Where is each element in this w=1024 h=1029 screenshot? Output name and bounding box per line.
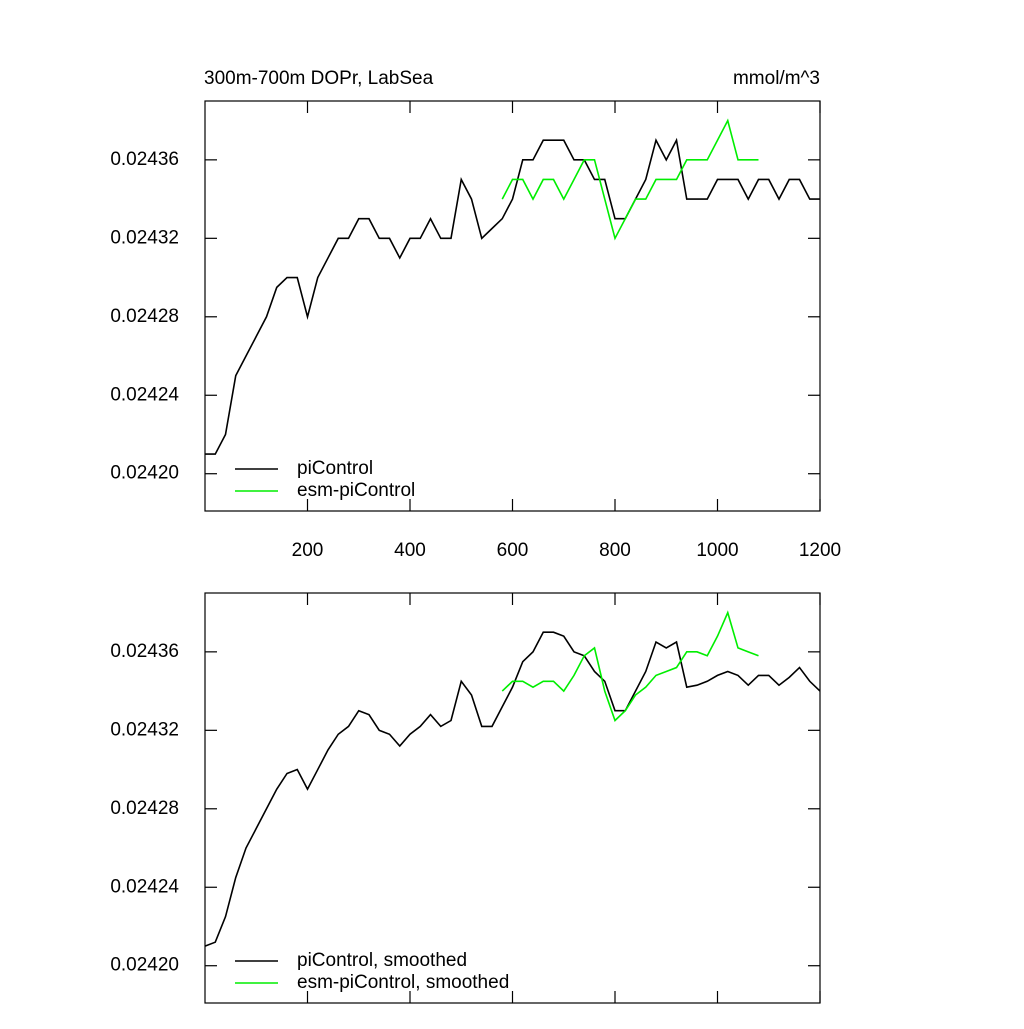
series-line — [501, 610, 759, 722]
y-tick-label: 0.02436 — [110, 149, 179, 170]
x-tick-label: 1000 — [696, 540, 738, 561]
legend-label: piControl, smoothed — [297, 950, 467, 971]
x-tick-label: 200 — [292, 540, 324, 561]
y-tick-label: 0.02436 — [110, 641, 179, 662]
series-line — [501, 118, 759, 241]
x-tick-label: 800 — [599, 540, 631, 561]
legend-label: esm-piControl — [297, 480, 415, 501]
y-tick-label: 0.02424 — [110, 876, 179, 897]
y-tick-label: 0.02420 — [110, 463, 179, 484]
y-tick-label: 0.02432 — [110, 719, 179, 740]
x-tick-label: 600 — [497, 540, 529, 561]
unit-label: mmol/m^3 — [733, 68, 820, 89]
y-tick-label: 0.02432 — [110, 227, 179, 248]
legend-label: esm-piControl, smoothed — [297, 972, 509, 993]
y-tick-label: 0.02428 — [110, 798, 179, 819]
chart-title: 300m-700m DOPr, LabSea — [204, 68, 434, 89]
series-line — [204, 631, 821, 947]
legend-label: piControl — [297, 458, 373, 479]
series-line — [205, 137, 820, 455]
y-tick-label: 0.02428 — [110, 306, 179, 327]
x-tick-label: 400 — [394, 540, 426, 561]
y-tick-label: 0.02420 — [110, 955, 179, 976]
x-tick-label: 1200 — [799, 540, 841, 561]
y-tick-label: 0.02424 — [110, 384, 179, 405]
